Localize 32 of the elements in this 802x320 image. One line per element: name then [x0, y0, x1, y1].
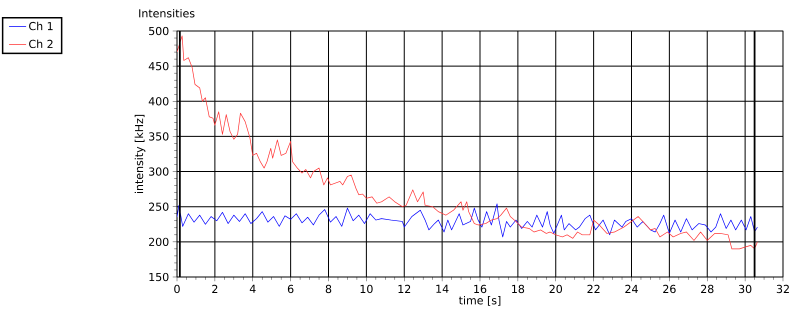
x-tick-label: 12	[398, 284, 410, 293]
line-series	[177, 204, 758, 238]
x-tick-label: 16	[474, 284, 486, 294]
y-tick-label: 200	[149, 238, 168, 246]
y-tick-label: 350	[149, 132, 168, 141]
y-tick-label: 500	[149, 26, 168, 36]
legend-label: Ch 2	[29, 40, 53, 48]
x-tick-label: 18	[512, 284, 524, 294]
x-tick-label: 8	[326, 284, 332, 294]
y-tick-label: 250	[149, 202, 168, 211]
y-tick-label: 300	[149, 167, 168, 176]
y-tick-label: 400	[148, 97, 168, 106]
x-tick-label: 30	[738, 284, 752, 294]
x-tick-label: 2	[212, 284, 218, 293]
x-tick-label: 20	[550, 284, 562, 294]
x-tick-label: 4	[250, 284, 256, 293]
x-tick-label: 24	[625, 284, 638, 293]
legend-label: Ch 1	[29, 22, 53, 30]
y-axis-title: intensity [kHz]	[134, 114, 146, 194]
x-axis-title: time [s]	[458, 296, 500, 306]
chart-title: Intensities	[139, 8, 194, 18]
x-tick-label: 32	[776, 284, 789, 294]
x-tick-label: 14	[436, 284, 449, 293]
x-tick-label: 0	[174, 284, 180, 294]
x-tick-label: 26	[663, 284, 676, 294]
y-tick-label: 150	[149, 272, 168, 282]
x-tick-label: 10	[360, 284, 373, 294]
x-tick-label: 28	[701, 284, 714, 294]
x-tick-label: 6	[288, 284, 294, 294]
line-series	[177, 36, 758, 250]
x-tick-label: 22	[587, 284, 600, 293]
y-tick-label: 450	[148, 62, 168, 70]
